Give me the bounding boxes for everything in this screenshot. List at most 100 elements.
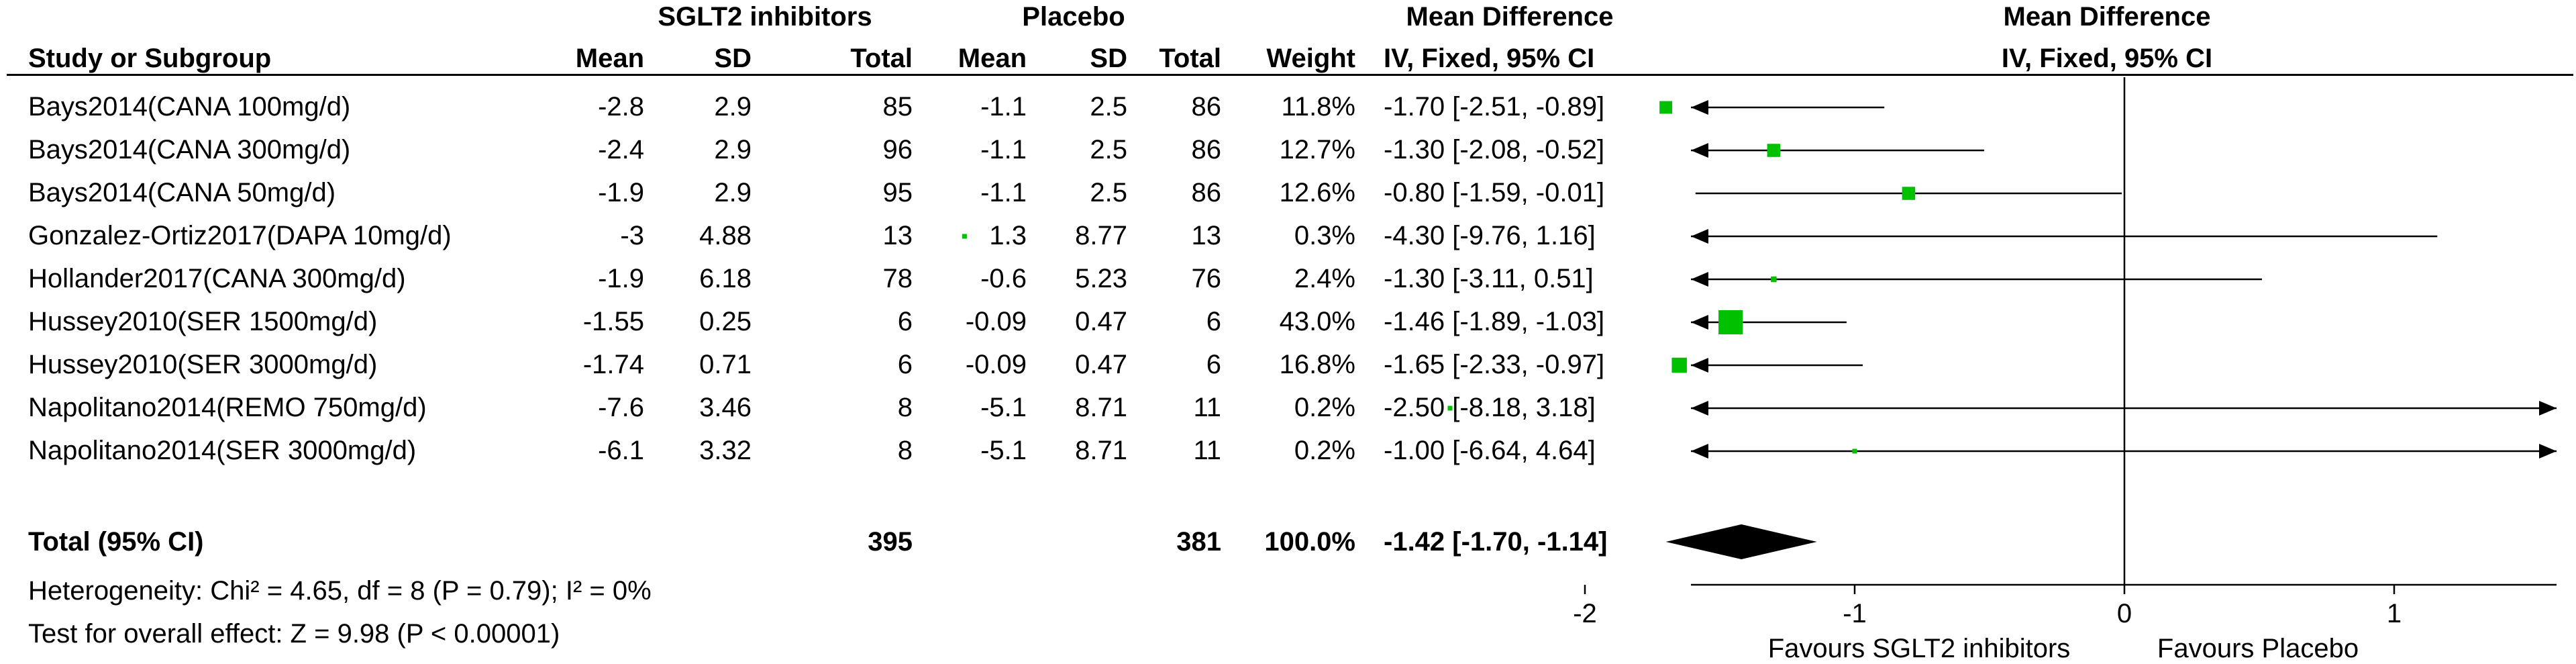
exp-total-cell: 96: [882, 135, 913, 164]
ci-arrow-left: [1691, 315, 1708, 330]
ci-cell: -1.46 [-1.89, -1.03]: [1384, 307, 1605, 336]
exp-sd-cell: 0.25: [699, 307, 752, 336]
total-ci: -1.42 [-1.70, -1.14]: [1384, 527, 1608, 557]
plot-subtitle: IV, Fixed, 95% CI: [2001, 44, 2213, 73]
x-tick-label: -1: [1843, 599, 1867, 628]
ci-arrow-left: [1691, 229, 1708, 244]
effect-marker: [1902, 187, 1916, 200]
exp-total-cell: 8: [897, 436, 913, 465]
ci-arrow-right: [2539, 401, 2557, 416]
weight-cell: 0.2%: [1294, 393, 1355, 422]
ctl-mean-cell: -5.1: [980, 393, 1027, 422]
study-name: Hollander2017(CANA 300mg/d): [28, 264, 406, 293]
effect-marker: [1852, 448, 1857, 454]
ctl-total-cell: 86: [1191, 178, 1222, 207]
ctl-mean-cell: -1.1: [980, 92, 1027, 122]
effect-marker: [1771, 276, 1777, 283]
exp-mean-cell: -1.9: [598, 264, 644, 293]
exp-sd-cell: 0.71: [699, 350, 752, 379]
ci-cell: -0.80 [-1.59, -0.01]: [1384, 178, 1605, 207]
effect-marker: [1671, 357, 1687, 373]
column-header-exp-sd: SD: [714, 44, 752, 73]
group-header-control: Placebo: [1022, 2, 1125, 32]
exp-total-cell: 6: [897, 307, 913, 336]
exp-sd-cell: 4.88: [699, 221, 752, 250]
ci-cell: -1.30 [-2.08, -0.52]: [1384, 135, 1605, 164]
ctl-total-cell: 11: [1193, 393, 1221, 422]
ctl-mean-cell: -5.1: [980, 436, 1027, 465]
pooled-diamond: [1665, 524, 1817, 559]
total-exp-count: 395: [868, 527, 913, 557]
ci-cell: -2.50 [-8.18, 3.18]: [1384, 393, 1596, 422]
ctl-total-cell: 11: [1193, 436, 1221, 465]
column-header-study: Study or Subgroup: [28, 44, 272, 73]
study-name: Hussey2010(SER 1500mg/d): [28, 307, 378, 336]
weight-cell: 43.0%: [1279, 307, 1355, 336]
exp-sd-cell: 6.18: [699, 264, 752, 293]
study-name: Bays2014(CANA 50mg/d): [28, 178, 336, 207]
group-header-experimental: SGLT2 inhibitors: [658, 2, 872, 32]
favours-left-label: Favours SGLT2 inhibitors: [1767, 634, 2071, 663]
ctl-sd-cell: 2.5: [1090, 178, 1127, 207]
exp-total-cell: 8: [897, 393, 913, 422]
study-name: Gonzalez-Ortiz2017(DAPA 10mg/d): [28, 221, 452, 250]
total-weight: 100.0%: [1264, 527, 1355, 557]
study-name: Napolitano2014(SER 3000mg/d): [28, 436, 417, 465]
exp-sd-cell: 2.9: [714, 135, 752, 164]
ci-arrow-left: [1691, 401, 1708, 416]
ctl-total-cell: 76: [1191, 264, 1222, 293]
ctl-total-cell: 86: [1191, 92, 1222, 122]
ci-arrow-left: [1691, 272, 1708, 287]
study-name: Bays2014(CANA 100mg/d): [28, 92, 351, 122]
ci-arrow-left: [1691, 143, 1708, 158]
study-name: Napolitano2014(REMO 750mg/d): [28, 393, 427, 422]
weight-cell: 11.8%: [1281, 92, 1355, 122]
ctl-mean-cell: -1.1: [980, 178, 1027, 207]
ci-cell: -1.30 [-3.11, 0.51]: [1384, 264, 1594, 293]
heterogeneity-text: Heterogeneity: Chi² = 4.65, df = 8 (P = …: [28, 576, 652, 606]
exp-mean-cell: -1.74: [582, 350, 644, 379]
ctl-mean-cell: 1.3: [989, 221, 1027, 250]
effect-marker: [1659, 101, 1673, 114]
exp-mean-cell: -6.1: [598, 436, 644, 465]
ci-arrow-left: [1691, 358, 1708, 373]
ctl-mean-cell: -0.09: [965, 350, 1027, 379]
ctl-total-cell: 13: [1191, 221, 1222, 250]
exp-mean-cell: -7.6: [598, 393, 644, 422]
total-label: Total (95% CI): [28, 527, 204, 557]
column-header-ctl-mean: Mean: [958, 44, 1027, 73]
exp-mean-cell: -1.55: [582, 307, 644, 336]
column-header-weight: Weight: [1266, 44, 1355, 73]
exp-sd-cell: 3.46: [699, 393, 752, 422]
column-header-exp-mean: Mean: [575, 44, 644, 73]
exp-mean-cell: -1.9: [598, 178, 644, 207]
total-ctl-count: 381: [1176, 527, 1221, 557]
exp-sd-cell: 2.9: [714, 178, 752, 207]
ctl-sd-cell: 5.23: [1075, 264, 1127, 293]
x-tick-label: 1: [2387, 599, 2402, 628]
study-name: Hussey2010(SER 3000mg/d): [28, 350, 378, 379]
exp-mean-cell: -2.8: [598, 92, 644, 122]
ctl-mean-cell: -0.09: [965, 307, 1027, 336]
exp-total-cell: 6: [897, 350, 913, 379]
exp-total-cell: 13: [882, 221, 913, 250]
ctl-total-cell: 6: [1206, 307, 1221, 336]
ci-cell: -1.65 [-2.33, -0.97]: [1384, 350, 1605, 379]
exp-total-cell: 85: [882, 92, 913, 122]
ci-cell: -1.00 [-6.64, 4.64]: [1384, 436, 1596, 465]
column-header-ci: IV, Fixed, 95% CI: [1384, 44, 1595, 73]
exp-sd-cell: 3.32: [699, 436, 752, 465]
ctl-mean-cell: -1.1: [980, 135, 1027, 164]
effect-header-table: Mean Difference: [1406, 2, 1614, 32]
favours-right-label: Favours Placebo: [2157, 634, 2359, 663]
weight-cell: 0.2%: [1294, 436, 1355, 465]
exp-sd-cell: 2.9: [714, 92, 752, 122]
weight-cell: 0.3%: [1294, 221, 1355, 250]
exp-mean-cell: -2.4: [598, 135, 644, 164]
column-header-exp-total: Total: [850, 44, 913, 73]
effect-header-plot: Mean Difference: [2003, 2, 2211, 32]
ctl-total-cell: 6: [1206, 350, 1221, 379]
ci-arrow-left: [1691, 444, 1708, 459]
